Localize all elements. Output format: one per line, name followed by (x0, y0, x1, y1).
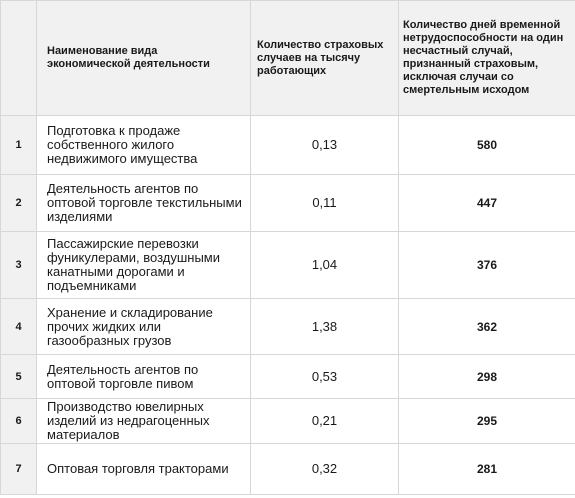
row-number: 2 (0, 174, 37, 232)
days-value: 447 (398, 174, 575, 232)
cases-value: 1,04 (250, 231, 399, 299)
activity-name: Деятельность агентов по оптовой торговле… (36, 174, 251, 232)
cases-value: 1,38 (250, 298, 399, 355)
days-value: 281 (398, 443, 575, 495)
cases-value: 0,11 (250, 174, 399, 232)
table-header: Наименование вида экономической деятельн… (0, 0, 575, 116)
cases-value: 0,13 (250, 115, 399, 175)
header-activity-name: Наименование вида экономической деятельн… (36, 0, 251, 116)
days-value: 298 (398, 354, 575, 399)
table-row: 1 Подготовка к продаже собственного жило… (0, 115, 575, 175)
row-number: 3 (0, 231, 37, 299)
activity-name: Деятельность агентов по оптовой торговле… (36, 354, 251, 399)
cases-value: 0,32 (250, 443, 399, 495)
header-row: Наименование вида экономической деятельн… (0, 0, 575, 116)
activity-name: Производство ювелирных изделий из недраг… (36, 398, 251, 444)
table-row: 2 Деятельность агентов по оптовой торгов… (0, 174, 575, 232)
days-value: 376 (398, 231, 575, 299)
table-row: 5 Деятельность агентов по оптовой торгов… (0, 354, 575, 399)
row-number: 5 (0, 354, 37, 399)
table-row: 3 Пассажирские перевозки фуникулерами, в… (0, 231, 575, 299)
row-number: 1 (0, 115, 37, 175)
row-number: 7 (0, 443, 37, 495)
cases-value: 0,53 (250, 354, 399, 399)
table-row: 6 Производство ювелирных изделий из недр… (0, 398, 575, 444)
header-days-per-case: Количество дней временной нетрудоспособн… (398, 0, 575, 116)
days-value: 295 (398, 398, 575, 444)
days-value: 580 (398, 115, 575, 175)
table-row: 4 Хранение и складирование прочих жидких… (0, 298, 575, 355)
activity-name: Пассажирские перевозки фуникулерами, воз… (36, 231, 251, 299)
activity-name: Подготовка к продаже собственного жилого… (36, 115, 251, 175)
header-cases-per-thousand: Количество страховых случаев на тысячу р… (250, 0, 399, 116)
header-num (0, 0, 37, 116)
activity-name: Оптовая торговля тракторами (36, 443, 251, 495)
table-row: 7 Оптовая торговля тракторами 0,32 281 (0, 443, 575, 495)
days-value: 362 (398, 298, 575, 355)
table-body: 1 Подготовка к продаже собственного жило… (0, 115, 575, 495)
row-number: 6 (0, 398, 37, 444)
cases-value: 0,21 (250, 398, 399, 444)
row-number: 4 (0, 298, 37, 355)
activity-name: Хранение и складирование прочих жидких и… (36, 298, 251, 355)
